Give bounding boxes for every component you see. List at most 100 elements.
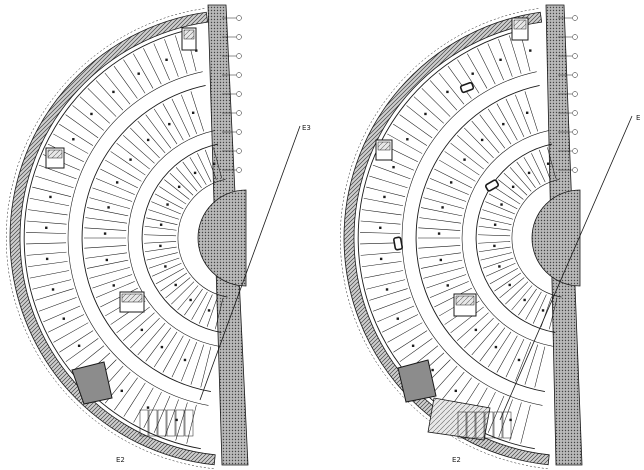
stall-marker — [105, 258, 109, 262]
bottom-stall — [484, 411, 494, 439]
parking-stall-line — [175, 167, 198, 192]
grid-bubble — [572, 129, 578, 135]
reference-label-left: E3 — [302, 124, 311, 132]
parking-stall-line — [204, 149, 217, 180]
stall-marker — [424, 112, 427, 116]
parking-stall-line — [95, 178, 135, 195]
grid-bubble — [572, 72, 578, 78]
parking-stall-line — [363, 270, 404, 279]
stall-marker — [62, 317, 65, 320]
stair-flight — [183, 29, 195, 40]
parking-stall-line — [516, 161, 536, 189]
parking-stall-line — [164, 39, 179, 77]
bottom-stall — [466, 411, 476, 439]
stair-flight — [513, 19, 527, 30]
parking-stall-line — [406, 105, 438, 131]
bottom-stall — [166, 409, 176, 437]
parking-stall-line — [84, 227, 127, 231]
parking-stall-line — [59, 123, 94, 146]
stall-marker — [90, 112, 93, 116]
stall-marker — [529, 49, 532, 52]
parking-stall-line — [487, 43, 504, 81]
parking-stall-line — [498, 39, 513, 77]
parking-stall-line — [181, 342, 198, 382]
stall-marker — [49, 195, 52, 199]
parking-stall-line — [198, 294, 213, 324]
parking-stall-line — [72, 345, 105, 372]
parking-stall-line — [144, 234, 177, 237]
parking-stall-line — [360, 232, 401, 234]
bottom-stall — [493, 411, 503, 439]
bottom-stall — [457, 411, 467, 439]
parking-stall-line — [478, 246, 511, 253]
parking-stall-line — [190, 91, 205, 132]
parking-stall-line — [152, 262, 182, 277]
parking-stall-line — [457, 312, 489, 341]
parking-stall-line — [95, 80, 124, 111]
parking-stall-line — [439, 159, 476, 182]
parking-stall-line — [489, 268, 519, 285]
parking-stall-line — [534, 346, 546, 388]
bottom-stall — [502, 411, 512, 439]
ring-arc — [23, 28, 201, 450]
parking-stall-line — [116, 142, 150, 170]
parking-stall-line — [496, 335, 518, 373]
parking-stall-line — [486, 262, 516, 277]
parking-stall-line — [84, 245, 127, 249]
bottom-stall — [175, 409, 185, 437]
parking-stall-line — [444, 151, 480, 176]
ring-arc — [177, 179, 228, 298]
parking-stall-line — [177, 285, 199, 311]
parking-stall-line — [171, 281, 195, 305]
parking-stall-line — [27, 261, 68, 268]
stall-marker — [493, 244, 496, 248]
parking-stall-line — [499, 277, 525, 299]
parking-stall-line — [144, 241, 177, 244]
parking-stall-line — [164, 179, 190, 200]
parking-stall-line — [366, 279, 406, 290]
stall-marker — [165, 58, 168, 61]
parking-stall-line — [32, 279, 72, 290]
parking-stall-line — [153, 395, 171, 433]
parking-stall-line — [171, 98, 191, 137]
parking-stall-line — [496, 103, 518, 141]
bottom-stall — [139, 409, 149, 437]
stall-marker — [164, 265, 167, 268]
parking-stall-line — [524, 344, 539, 385]
parking-stall-line — [133, 53, 154, 89]
car-icon — [484, 179, 500, 192]
parking-stall-line — [85, 217, 128, 224]
stall-marker — [508, 283, 511, 287]
grid-bubble — [572, 110, 578, 116]
parking-stall-line — [464, 127, 494, 159]
ramp-lower — [427, 397, 491, 441]
stall-marker — [146, 406, 150, 409]
parking-stall-line — [145, 114, 172, 149]
grid-bubble — [236, 34, 242, 40]
stall-marker — [107, 206, 110, 209]
parking-stall-line — [420, 207, 463, 217]
parking-stall-line — [447, 65, 472, 99]
parking-stall-line — [434, 287, 472, 308]
parking-stall-line — [372, 164, 411, 180]
parking-stall-line — [130, 317, 160, 349]
plan-right — [340, 4, 633, 469]
parking-stall-line — [148, 257, 180, 269]
parking-stall-line — [123, 135, 155, 164]
stall-marker — [527, 171, 531, 175]
parking-stall-line — [146, 217, 178, 225]
stall-marker — [112, 90, 115, 94]
parking-stall-line — [548, 298, 558, 330]
parking-stall-line — [95, 281, 135, 298]
parking-stall-line — [123, 382, 146, 417]
stall-marker — [140, 328, 144, 332]
parking-stall-line — [372, 297, 411, 312]
parking-stall-line — [450, 142, 484, 170]
stall-marker — [379, 226, 382, 229]
parking-stall-line — [100, 168, 138, 189]
grid-bubble — [572, 15, 578, 21]
grid-bubble — [236, 148, 242, 154]
parking-stall-line — [59, 330, 94, 353]
parking-stall-line — [511, 285, 533, 311]
stall-marker — [77, 344, 81, 347]
